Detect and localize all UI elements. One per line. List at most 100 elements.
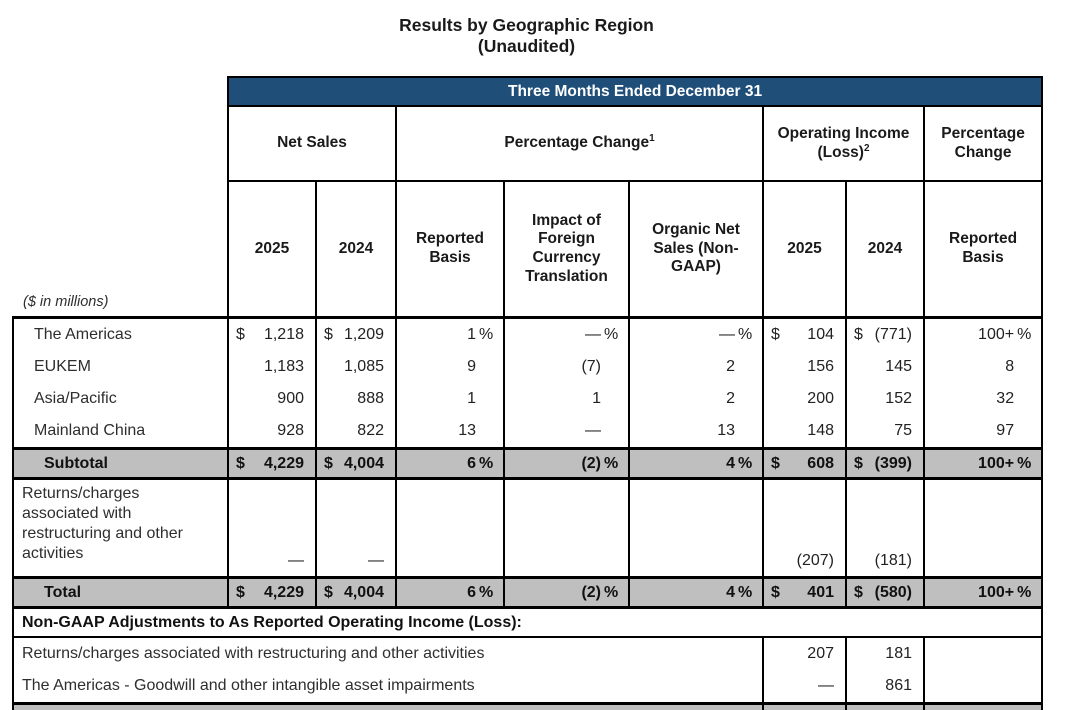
table-row-returns-charges: Returns/charges associated with restruct… [12,478,1044,578]
col-organic-net-sales: Organic Net Sales (Non-GAAP) [628,180,764,319]
cell-fx-impact: (2)% [503,576,630,609]
col-reported-basis: Reported Basis [395,180,505,319]
group-header-row: Net Sales Percentage Change1 Operating I… [13,105,1044,182]
results-table: ($ in millions) Three Months Ended Decem… [11,76,1044,710]
cell-organic: —% [628,317,764,351]
cell-reported-basis: 6% [395,447,505,480]
table-row-asia-pacific: Asia/Pacific 900 888 1 1 2 200 152 32 [12,383,1044,415]
col-oi-2025: 2025 [762,180,847,319]
cell-oi-2025: 156 [762,351,847,383]
cell-oi-2024: 75 [845,415,925,449]
group-percentage-change-label: Percentage Change [504,134,650,152]
cell-reported-basis: 13 [395,415,505,449]
cell-organic [628,478,764,578]
table-row-mainland-china: Mainland China 928 822 13 — 13 148 75 97 [12,415,1044,449]
cell-oi-2025: — [762,670,847,704]
table-row-americas: The Americas $1,218 $1,209 1% —% —% $104… [12,317,1044,351]
table-row-subtotal: Subtotal $4,229 $4,004 6% (2)% 4% $608 $… [12,447,1044,480]
cell-oi-2024: 181 [845,637,925,670]
cell-ns-2024: $4,004 [315,576,397,609]
cell-oi-2024: 152 [845,383,925,415]
non-gaap-section-header-row: Non-GAAP Adjustments to As Reported Oper… [11,607,1044,638]
col-reported-basis-right: Reported Basis [922,180,1044,319]
banner-header: Three Months Ended December 31 [226,76,1044,107]
table-row-eukem: EUKEM 1,183 1,085 9 (7) 2 156 145 8 [12,351,1044,383]
cell-oi-2024: $ (580) [845,576,925,609]
cell-organic: 4% [628,447,764,480]
group-percentage-change-right: Percentage Change [922,105,1044,182]
cell-fx-impact: (7) [503,351,630,383]
cell-ns-2024: $1,209 [315,317,397,351]
cell-oi-2024: 145 [845,351,925,383]
cell-oi-2025: $608 [762,447,847,480]
cell-pct-change: 32 [922,383,1044,415]
cell-oi-2025: (207) [762,478,847,578]
row-label: Asia/Pacific [12,383,229,415]
cell-pct-change: 97 [922,415,1044,449]
cell-pct-change [922,637,1044,670]
row-label: The Americas [12,317,229,351]
cell-ns-2024: 1,085 [315,351,397,383]
cell-pct-change: 32% [922,702,1044,710]
cell-fx-impact: 1 [503,383,630,415]
table-row-adjustment-goodwill: The Americas - Goodwill and other intang… [12,670,1044,704]
cell-reported-basis: 1% [395,317,505,351]
cell-ns-2024: $4,004 [315,447,397,480]
footnote-2-marker: 2 [863,142,870,154]
row-label: The Americas - Goodwill and other intang… [12,670,764,704]
group-net-sales: Net Sales [227,105,397,182]
cell-pct-change: 100+% [922,317,1044,351]
cell-pct-change: 100+% [922,447,1044,480]
cell-ns-2025: 900 [227,383,317,415]
page-title: Results by Geographic Region (Unaudited) [12,15,1041,57]
cell-oi-2025: $401 [762,576,847,609]
cell-oi-2025: $608 [762,702,847,710]
cell-pct-change: 8 [922,351,1044,383]
cell-ns-2025: $1,218 [227,317,317,351]
cell-pct-change: 100+% [922,576,1044,609]
cell-fx-impact: (2)% [503,447,630,480]
units-note-cell: ($ in millions) [13,77,228,319]
cell-reported-basis: 6% [395,576,505,609]
row-label: Returns/charges associated with restruct… [12,637,764,670]
cell-organic: 4% [628,576,764,609]
cell-oi-2024: $462 [845,702,925,710]
cell-ns-2025: 1,183 [227,351,317,383]
cell-oi-2025: 148 [762,415,847,449]
non-gaap-section-header: Non-GAAP Adjustments to As Reported Oper… [11,607,1044,638]
cell-oi-2024: (181) [845,478,925,578]
cell-ns-2025: 928 [227,415,317,449]
cell-pct-change [922,670,1044,704]
cell-ns-2025: $4,229 [227,447,317,480]
group-operating-income: Operating Income (Loss)2 [762,105,925,182]
cell-ns-2024: 822 [315,415,397,449]
title-line2: (Unaudited) [477,36,576,56]
cell-ns-2024: — [315,478,397,578]
row-label: Adjusted Operating Income - Non-GAAP [12,702,764,710]
banner-row: ($ in millions) Three Months Ended Decem… [13,76,1044,319]
cell-organic: 2 [628,383,764,415]
row-label: Mainland China [12,415,229,449]
cell-reported-basis: 1 [395,383,505,415]
col-fx-impact: Impact of Foreign Currency Translation [503,180,630,319]
row-label: Total [12,576,229,609]
cell-ns-2024: 888 [315,383,397,415]
cell-ns-2025: — [227,478,317,578]
table-row-total: Total $4,229 $4,004 6% (2)% 4% $401 $ (58… [12,576,1044,609]
cell-ns-2025: $4,229 [227,576,317,609]
cell-reported-basis: 9 [395,351,505,383]
units-note: ($ in millions) [23,294,109,310]
cell-reported-basis [395,478,505,578]
sub-header-row: 2025 2024 Reported Basis Impact of Forei… [13,180,1044,319]
group-percentage-change: Percentage Change1 [395,105,764,182]
col-oi-2024: 2024 [845,180,925,319]
group-operating-income-label: Operating Income (Loss) [777,124,910,161]
cell-oi-2024: 861 [845,670,925,704]
cell-oi-2024: $ (771) [845,317,925,351]
row-label: EUKEM [12,351,229,383]
cell-organic: 2 [628,351,764,383]
cell-oi-2025: 207 [762,637,847,670]
col-net-sales-2024: 2024 [315,180,397,319]
cell-fx-impact: —% [503,317,630,351]
